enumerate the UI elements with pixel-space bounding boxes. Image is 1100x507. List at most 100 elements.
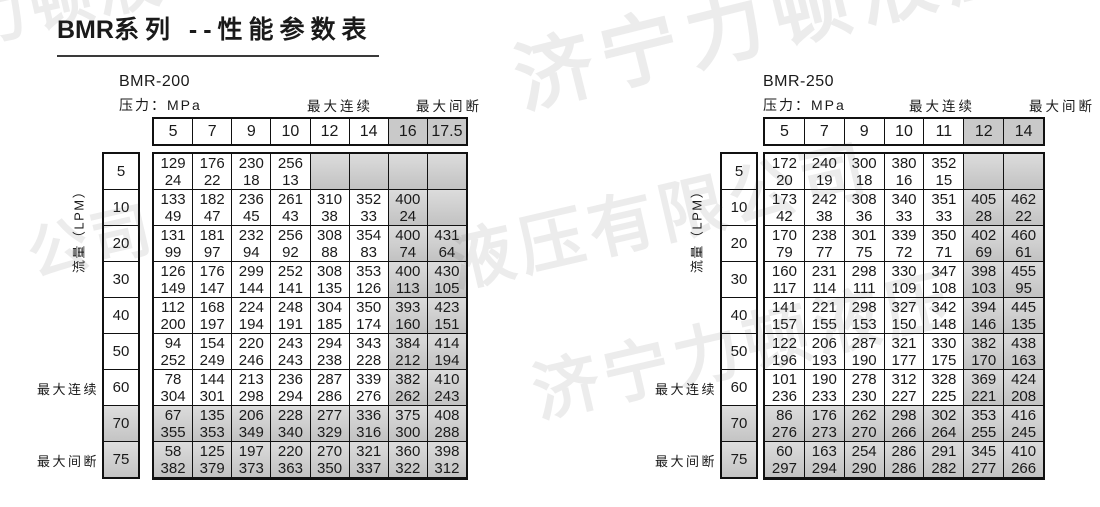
data-cell: 321 337: [348, 442, 388, 477]
data-cell: 262 270: [843, 406, 884, 441]
max-continuous-label: 最大连续: [307, 99, 373, 114]
table-bmr-250: BMR-250 压力：MPa 最大连续 最大间断 5 7 9 10 11 12 14 流量（…: [653, 73, 1092, 493]
row-side-label: 最大间断: [36, 453, 99, 469]
data-cell: 94 252: [154, 334, 192, 369]
page-title-suffix: 系列 --性能参数表: [113, 16, 373, 44]
data-cell: 360 322: [387, 442, 427, 477]
cell-bottom-value: 146: [971, 315, 997, 333]
row-side-label: [653, 226, 717, 262]
table-row: 101 236 190 233 278 230 312 227 328 225 369 221 424 2…: [765, 369, 1044, 405]
pressure-header-cell: 5: [168, 123, 178, 140]
cell-bottom-value: 233: [811, 387, 837, 405]
cell-bottom-value: [311, 172, 349, 189]
data-cell: 336 316: [348, 406, 388, 441]
pressure-header-cell: 10: [270, 119, 309, 144]
data-cell: 308 88: [309, 226, 349, 261]
cell-bottom-value: 264: [931, 423, 957, 441]
flow-header-cell: 20: [722, 225, 756, 261]
cell-top-value: 328: [931, 370, 957, 388]
data-cell: 308 36: [843, 190, 884, 225]
cell-bottom-value: 194: [238, 315, 264, 333]
cell-top-value: 154: [199, 334, 225, 352]
pressure-header-cell: 5: [779, 123, 789, 140]
cell-top-value: 408: [434, 406, 460, 424]
cell-top-value: 342: [931, 298, 957, 316]
cell-top-value: 141: [771, 298, 797, 316]
cell-bottom-value: 190: [851, 351, 877, 369]
cell-top-value: 347: [931, 262, 957, 280]
cell-bottom-value: 22: [203, 171, 221, 189]
cell-top-value: 298: [891, 406, 917, 424]
cell-top-value: 353: [356, 262, 382, 280]
cell-top-value: 122: [771, 334, 797, 352]
flow-header-cell: 10: [722, 189, 756, 225]
cell-top-value: 173: [771, 190, 797, 208]
cell-bottom-value: 185: [317, 315, 343, 333]
cell-top-value: 455: [1011, 262, 1037, 280]
data-cell: 310 38: [309, 190, 349, 225]
data-cell: 101 236: [765, 370, 804, 405]
cell-top-value: 168: [199, 298, 225, 316]
pressure-labels-row: 压力：MPa 最大连续 最大间断: [35, 95, 480, 115]
cell-top-value: 286: [891, 442, 917, 460]
data-cell: 131 99: [154, 226, 192, 261]
data-cell: 58 382: [154, 442, 193, 477]
data-cell: 163 294: [803, 442, 844, 477]
pressure-header-cell: 14: [1003, 119, 1044, 144]
cell-top-value: 291: [931, 442, 957, 460]
table-row: 133 49 182 47 236 45 261 43 310 38 352 33 400 24: [154, 189, 466, 225]
data-cell: 402 69: [963, 226, 1004, 261]
cell-top-value: 135: [199, 406, 225, 424]
cell-bottom-value: 276: [356, 387, 382, 405]
cell-bottom-value: 38: [815, 207, 833, 225]
data-cell: 298 266: [883, 406, 924, 441]
cell-bottom-value: 170: [971, 351, 997, 369]
row-side-label: [653, 262, 717, 298]
cell-top-value: 380: [891, 154, 917, 172]
flow-header-cell: 20: [104, 225, 138, 261]
cell-bottom-value: 153: [851, 315, 877, 333]
data-cell: 220 363: [270, 442, 310, 477]
data-cell: 350 71: [923, 226, 963, 261]
cell-top-value: 261: [277, 190, 303, 208]
cell-bottom-value: 288: [434, 423, 460, 441]
cell-bottom-value: 15: [935, 171, 953, 189]
cell-top-value: 330: [931, 334, 957, 352]
cell-bottom-value: 270: [851, 423, 877, 441]
cell-top-value: 181: [199, 226, 225, 244]
cell-bottom-value: 42: [776, 207, 793, 225]
data-cell: 144 301: [192, 370, 231, 405]
data-cell: 176 273: [803, 406, 844, 441]
data-cell: 382 262: [387, 370, 427, 405]
table-row: 170 79 238 77 301 75 339 72 350 71 402 69 460 61: [765, 225, 1044, 261]
cell-bottom-value: 300: [395, 423, 421, 441]
cell-top-value: 220: [277, 442, 303, 460]
pressure-header-cell: 16: [387, 119, 427, 144]
cell-top-value: 308: [851, 190, 877, 208]
cell-top-value: 60: [776, 442, 793, 460]
cell-top-value: 190: [811, 370, 837, 388]
cell-top-value: 67: [164, 406, 182, 424]
cell-bottom-value: [428, 172, 466, 189]
cell-bottom-value: 141: [277, 279, 303, 297]
cell-bottom-value: 277: [971, 459, 997, 477]
cell-bottom-value: 149: [160, 279, 186, 297]
cell-bottom-value: 113: [395, 279, 420, 297]
flow-header-cell: 50: [722, 333, 756, 369]
cell-bottom-value: 329: [317, 423, 343, 441]
cell-top-value: 230: [238, 154, 264, 172]
cell-top-value: 236: [238, 190, 264, 208]
data-cell: 347 108: [923, 262, 963, 297]
cell-bottom-value: 286: [891, 459, 917, 477]
data-cell: 352 33: [348, 190, 388, 225]
data-cell: 398 312: [426, 442, 466, 477]
cell-bottom-value: 353: [199, 423, 225, 441]
cell-top-value: 94: [164, 334, 182, 352]
data-cell: 462 22: [1003, 190, 1044, 225]
data-cell: 408 288: [426, 406, 466, 441]
cell-bottom-value: 298: [238, 387, 264, 405]
cell-top-value: 416: [1011, 406, 1037, 424]
cell-bottom-value: 225: [931, 387, 957, 405]
cell-top-value: 345: [971, 442, 997, 460]
data-cell: 455 95: [1003, 262, 1044, 297]
